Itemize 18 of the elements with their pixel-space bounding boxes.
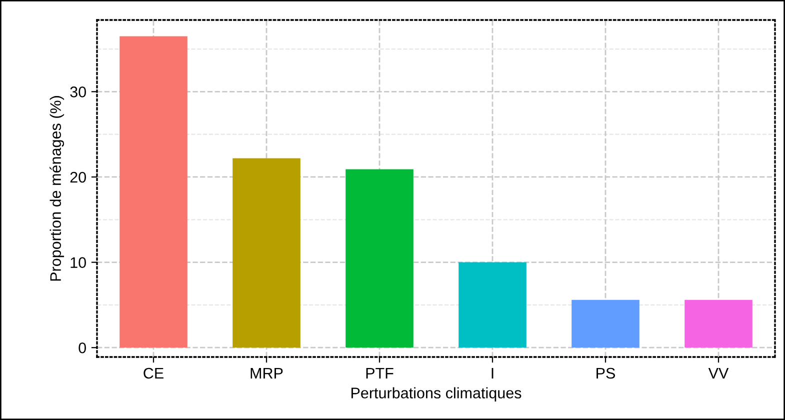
x-tick-label: VV	[708, 368, 729, 378]
bar	[120, 36, 188, 348]
y-tick-label: 0	[78, 342, 86, 354]
bar	[232, 158, 300, 348]
y-tick-label: 30	[70, 86, 86, 98]
x-tick-label: PS	[596, 368, 615, 379]
x-tick-label: MRP	[250, 368, 283, 378]
x-tick-label: CE	[144, 368, 164, 379]
x-tick-label: PTF	[366, 368, 394, 378]
y-axis-title: Proportion de ménages (%)	[50, 96, 64, 281]
x-tick-label: I	[492, 368, 494, 378]
y-tick-label: 10	[70, 257, 86, 268]
bar	[458, 262, 526, 348]
bar	[346, 169, 414, 348]
y-tick-label: 20	[70, 172, 86, 183]
bar	[572, 300, 640, 348]
bar	[684, 300, 752, 348]
x-axis-title: Perturbations climatiques	[351, 387, 522, 402]
